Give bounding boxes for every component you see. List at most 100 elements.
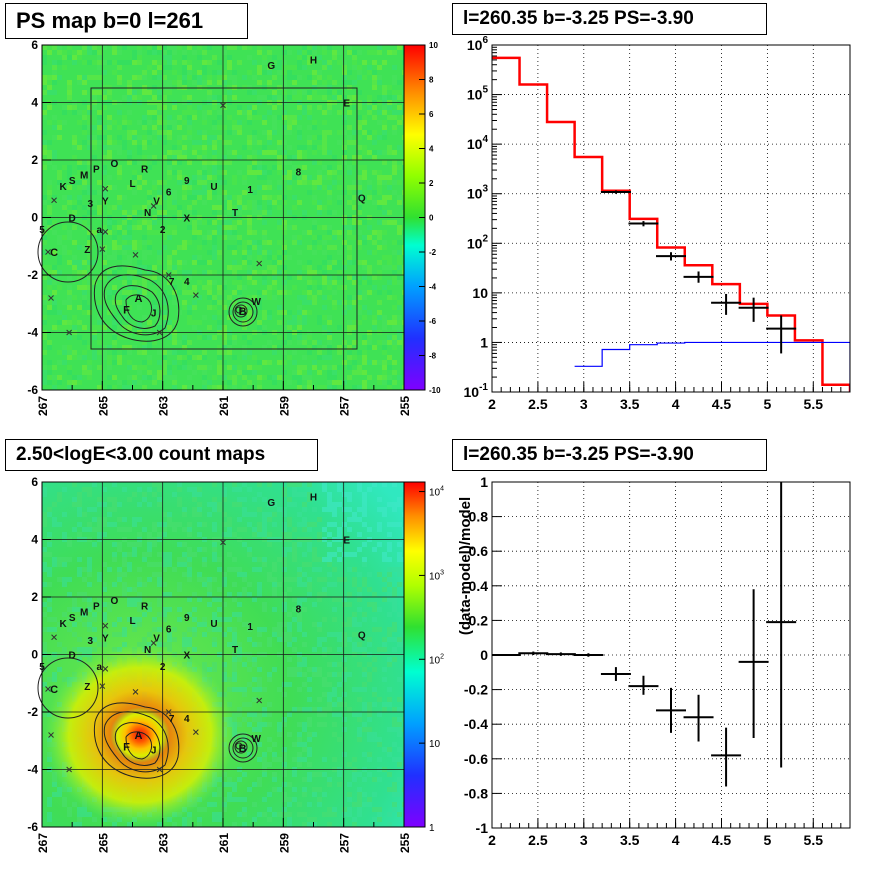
ps-map-pixel <box>67 65 72 70</box>
count-map-pixel <box>312 792 317 797</box>
ps-map-pixel <box>102 355 107 360</box>
ps-map-pixel <box>202 250 207 255</box>
ps-map-pixel <box>247 340 252 345</box>
ps-map-pixel <box>232 265 237 270</box>
ps-map-pixel <box>242 45 247 50</box>
count-map-pixel <box>317 597 322 602</box>
ps-map-pixel <box>377 300 382 305</box>
count-map-pixel <box>272 752 277 757</box>
ps-map-pixel <box>192 210 197 215</box>
ps-map-pixel <box>387 90 392 95</box>
ps-map-pixel <box>127 130 132 135</box>
ps-map-pixel <box>257 160 262 165</box>
ps-map-pixel <box>242 335 247 340</box>
count-map-pixel <box>372 667 377 672</box>
ps-map-pixel <box>212 370 217 375</box>
count-map-pixel <box>227 527 232 532</box>
ps-map-pixel <box>337 260 342 265</box>
ps-map-pixel <box>247 345 252 350</box>
count-map-pixel <box>112 522 117 527</box>
count-map-pixel <box>177 522 182 527</box>
count-map-pixel <box>322 617 327 622</box>
ps-map-pixel <box>127 75 132 80</box>
ps-map-pixel <box>77 310 82 315</box>
ps-map-pixel <box>297 250 302 255</box>
ps-map-pixel <box>82 260 87 265</box>
count-map-pixel <box>297 757 302 762</box>
ps-map-pixel <box>372 230 377 235</box>
count-map-pixel <box>212 497 217 502</box>
ps-map-pixel <box>262 60 267 65</box>
spectrum-y-tick-label: 104 <box>467 134 489 152</box>
count-map-pixel <box>332 732 337 737</box>
ps-map-pixel <box>112 225 117 230</box>
count-map-pixel <box>352 567 357 572</box>
count-map-pixel <box>267 722 272 727</box>
count-map-pixel <box>387 637 392 642</box>
count-map-pixel <box>227 777 232 782</box>
ps-map-pixel <box>317 170 322 175</box>
count-map-pixel <box>342 492 347 497</box>
count-map-source-label: F <box>123 742 130 754</box>
ps-map-pixel <box>227 90 232 95</box>
ps-map-pixel <box>147 225 152 230</box>
ps-map-pixel <box>282 195 287 200</box>
count-map-pixel <box>62 577 67 582</box>
ps-map-pixel <box>67 260 72 265</box>
ps-map-pixel <box>162 50 167 55</box>
ps-map-pixel <box>242 260 247 265</box>
ps-map-pixel <box>382 365 387 370</box>
ps-map-pixel <box>182 365 187 370</box>
ps-map-pixel <box>202 65 207 70</box>
ps-map-pixel <box>137 105 142 110</box>
ps-map-pixel <box>312 235 317 240</box>
count-map-pixel <box>397 497 402 502</box>
ps-map-pixel <box>252 295 257 300</box>
ps-map-pixel <box>327 355 332 360</box>
ps-map-pixel <box>97 300 102 305</box>
count-map-pixel <box>92 482 97 487</box>
count-map-pixel <box>192 507 197 512</box>
count-map-pixel <box>367 772 372 777</box>
ps-map-pixel <box>277 150 282 155</box>
count-map-pixel <box>132 552 137 557</box>
ps-map-pixel <box>122 230 127 235</box>
ps-map-pixel <box>67 380 72 385</box>
count-map-pixel <box>167 522 172 527</box>
ps-map-pixel <box>367 280 372 285</box>
ps-map-pixel <box>117 200 122 205</box>
ps-map-pixel <box>317 200 322 205</box>
ps-map-pixel <box>112 70 117 75</box>
count-map-pixel <box>337 702 342 707</box>
ps-map-pixel <box>257 170 262 175</box>
ps-map-pixel <box>232 165 237 170</box>
ps-map-pixel <box>132 205 137 210</box>
ps-map-pixel <box>137 240 142 245</box>
ps-map-pixel <box>132 210 137 215</box>
count-map-pixel <box>317 567 322 572</box>
count-map-pixel <box>282 607 287 612</box>
ps-map-pixel <box>367 225 372 230</box>
count-map-pixel <box>122 572 127 577</box>
ps-map-pixel <box>242 115 247 120</box>
ps-map-pixel <box>267 70 272 75</box>
count-map-pixel <box>292 617 297 622</box>
count-map-pixel <box>267 677 272 682</box>
count-map-pixel <box>292 637 297 642</box>
ps-map-pixel <box>337 175 342 180</box>
count-map-pixel <box>42 512 47 517</box>
ps-map-pixel <box>47 180 52 185</box>
ps-map-pixel <box>67 230 72 235</box>
ps-map-pixel <box>372 335 377 340</box>
ps-map-pixel <box>192 270 197 275</box>
ps-map-pixel <box>92 125 97 130</box>
count-map-pixel <box>222 532 227 537</box>
ps-map-pixel <box>357 365 362 370</box>
ps-map-pixel <box>392 105 397 110</box>
count-map-pixel <box>157 597 162 602</box>
ps-map-source-label: N <box>144 208 151 219</box>
ps-map-pixel <box>237 315 242 320</box>
ps-map-pixel <box>327 110 332 115</box>
ps-map-pixel <box>52 60 57 65</box>
